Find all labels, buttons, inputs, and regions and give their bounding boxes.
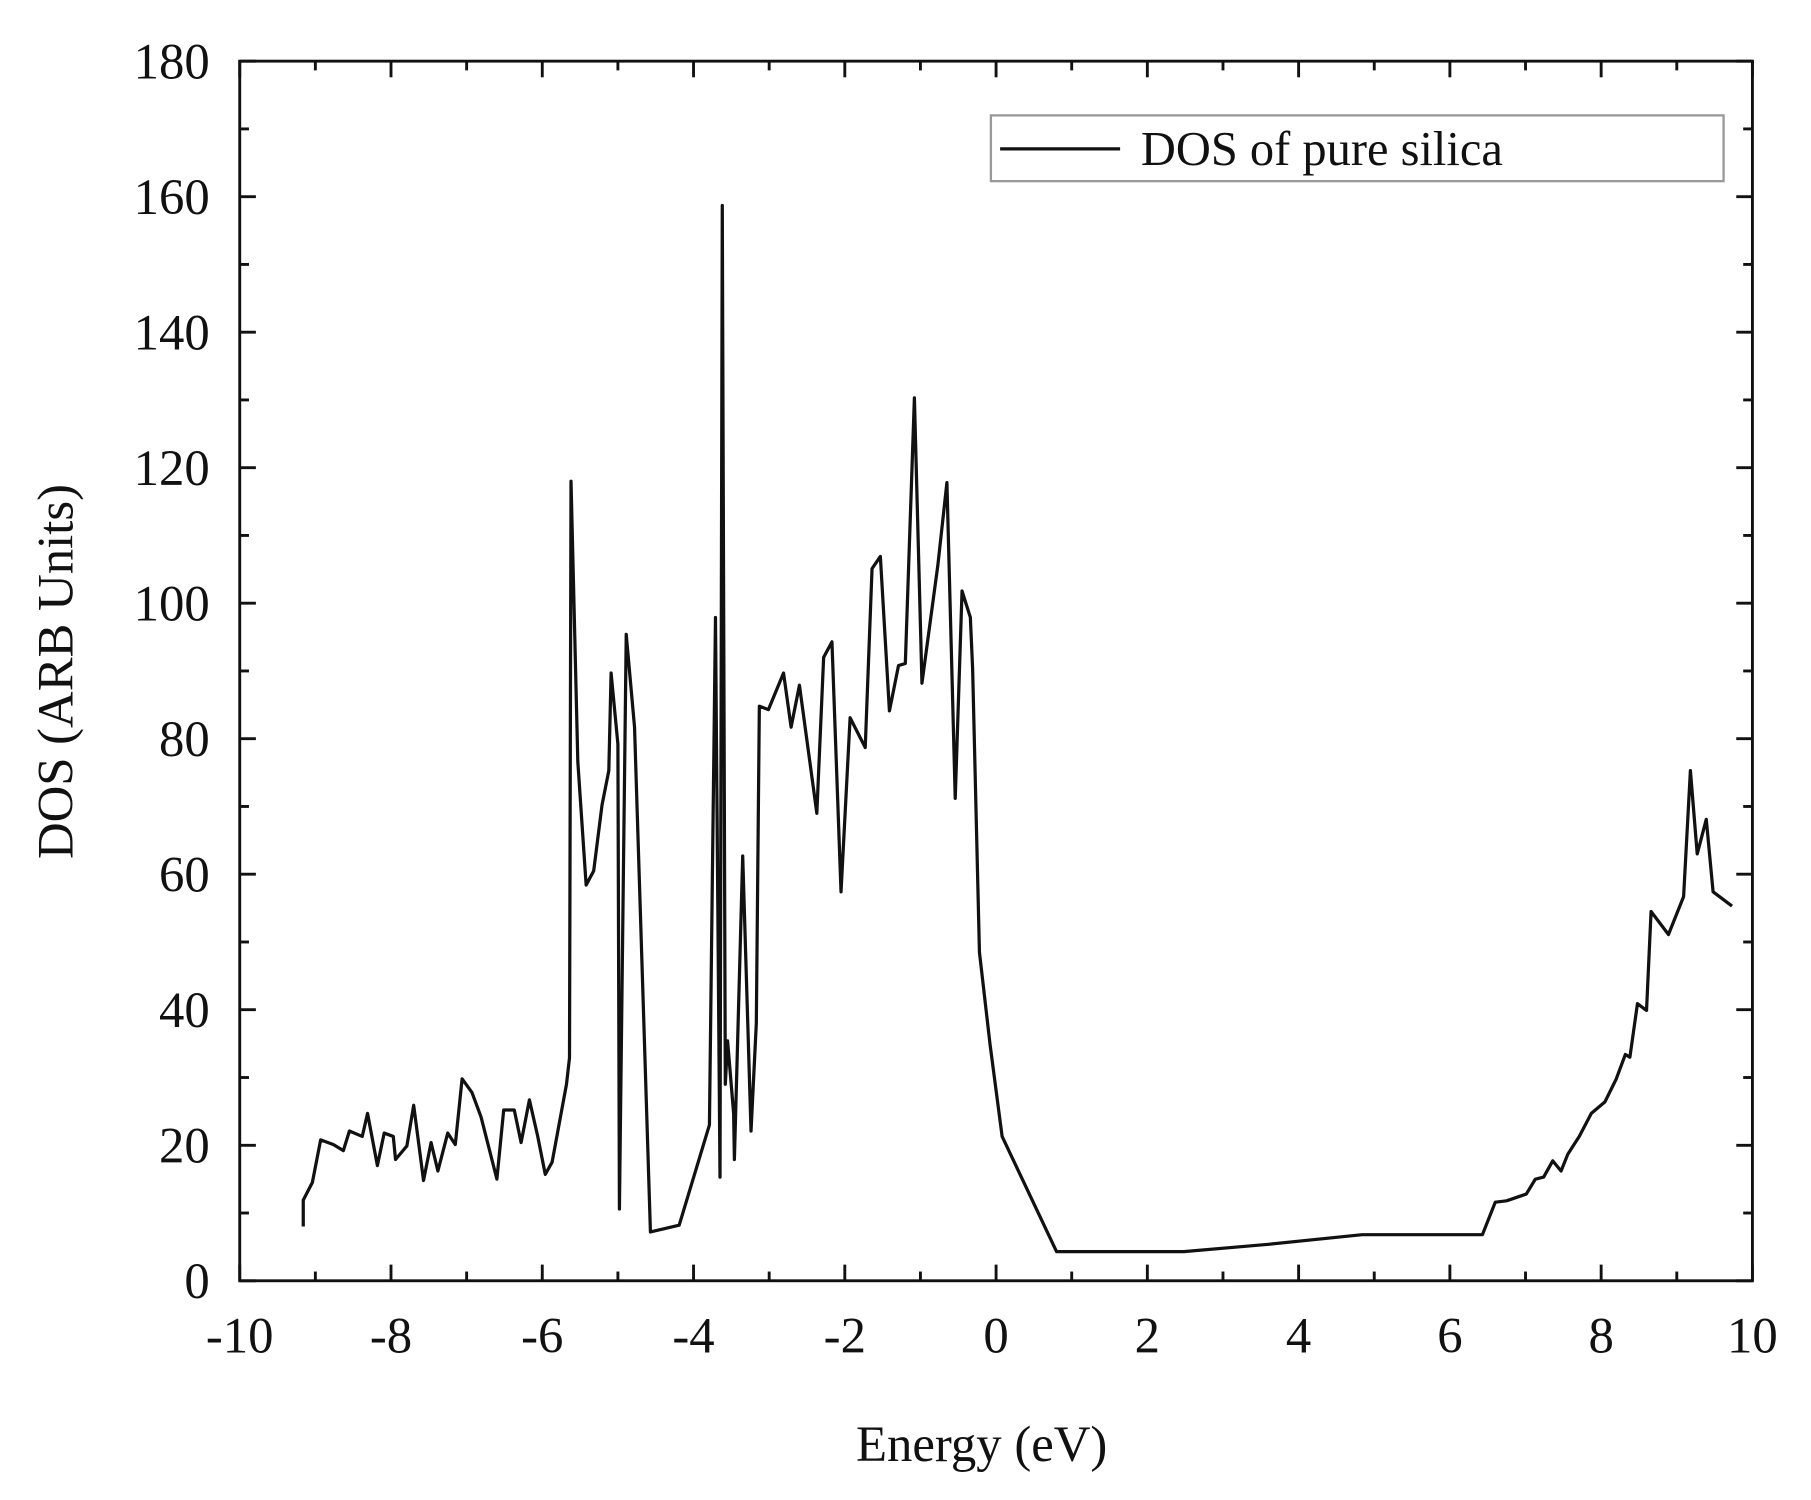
data-line [301, 203, 1733, 1254]
legend: DOS of pure silica [989, 114, 1725, 183]
y-tick-label: 20 [159, 1118, 210, 1174]
x-tick-label: 8 [1588, 1307, 1613, 1363]
x-tick-label: 0 [983, 1307, 1008, 1363]
x-tick-label: -2 [824, 1307, 866, 1363]
y-tick-label: 160 [134, 169, 210, 225]
x-tick-label: -8 [370, 1307, 412, 1363]
y-tick-label: 180 [134, 33, 210, 89]
y-tick-label: 120 [134, 440, 210, 496]
x-tick-label: 10 [1727, 1307, 1778, 1363]
x-tick-label: -4 [672, 1307, 714, 1363]
x-tick-label: 2 [1135, 1307, 1160, 1363]
legend-label: DOS of pure silica [1141, 123, 1503, 176]
y-axis-label: DOS (ARB Units) [27, 484, 83, 859]
x-tick-label: -6 [521, 1307, 563, 1363]
legend-box [989, 114, 1725, 183]
y-tick-label: 140 [134, 304, 210, 360]
y-tick-label: 60 [159, 847, 210, 903]
x-axis-label: Energy (eV) [856, 1416, 1107, 1472]
y-tick-label: 80 [159, 711, 210, 767]
plot-area [301, 203, 1733, 1254]
x-tick-label: 4 [1286, 1307, 1311, 1363]
x-tick-label: -10 [206, 1307, 274, 1363]
y-tick-label: 0 [184, 1253, 209, 1309]
y-tick-label: 40 [159, 982, 210, 1038]
y-tick-label: 100 [134, 576, 210, 632]
x-tick-label: 6 [1437, 1307, 1462, 1363]
